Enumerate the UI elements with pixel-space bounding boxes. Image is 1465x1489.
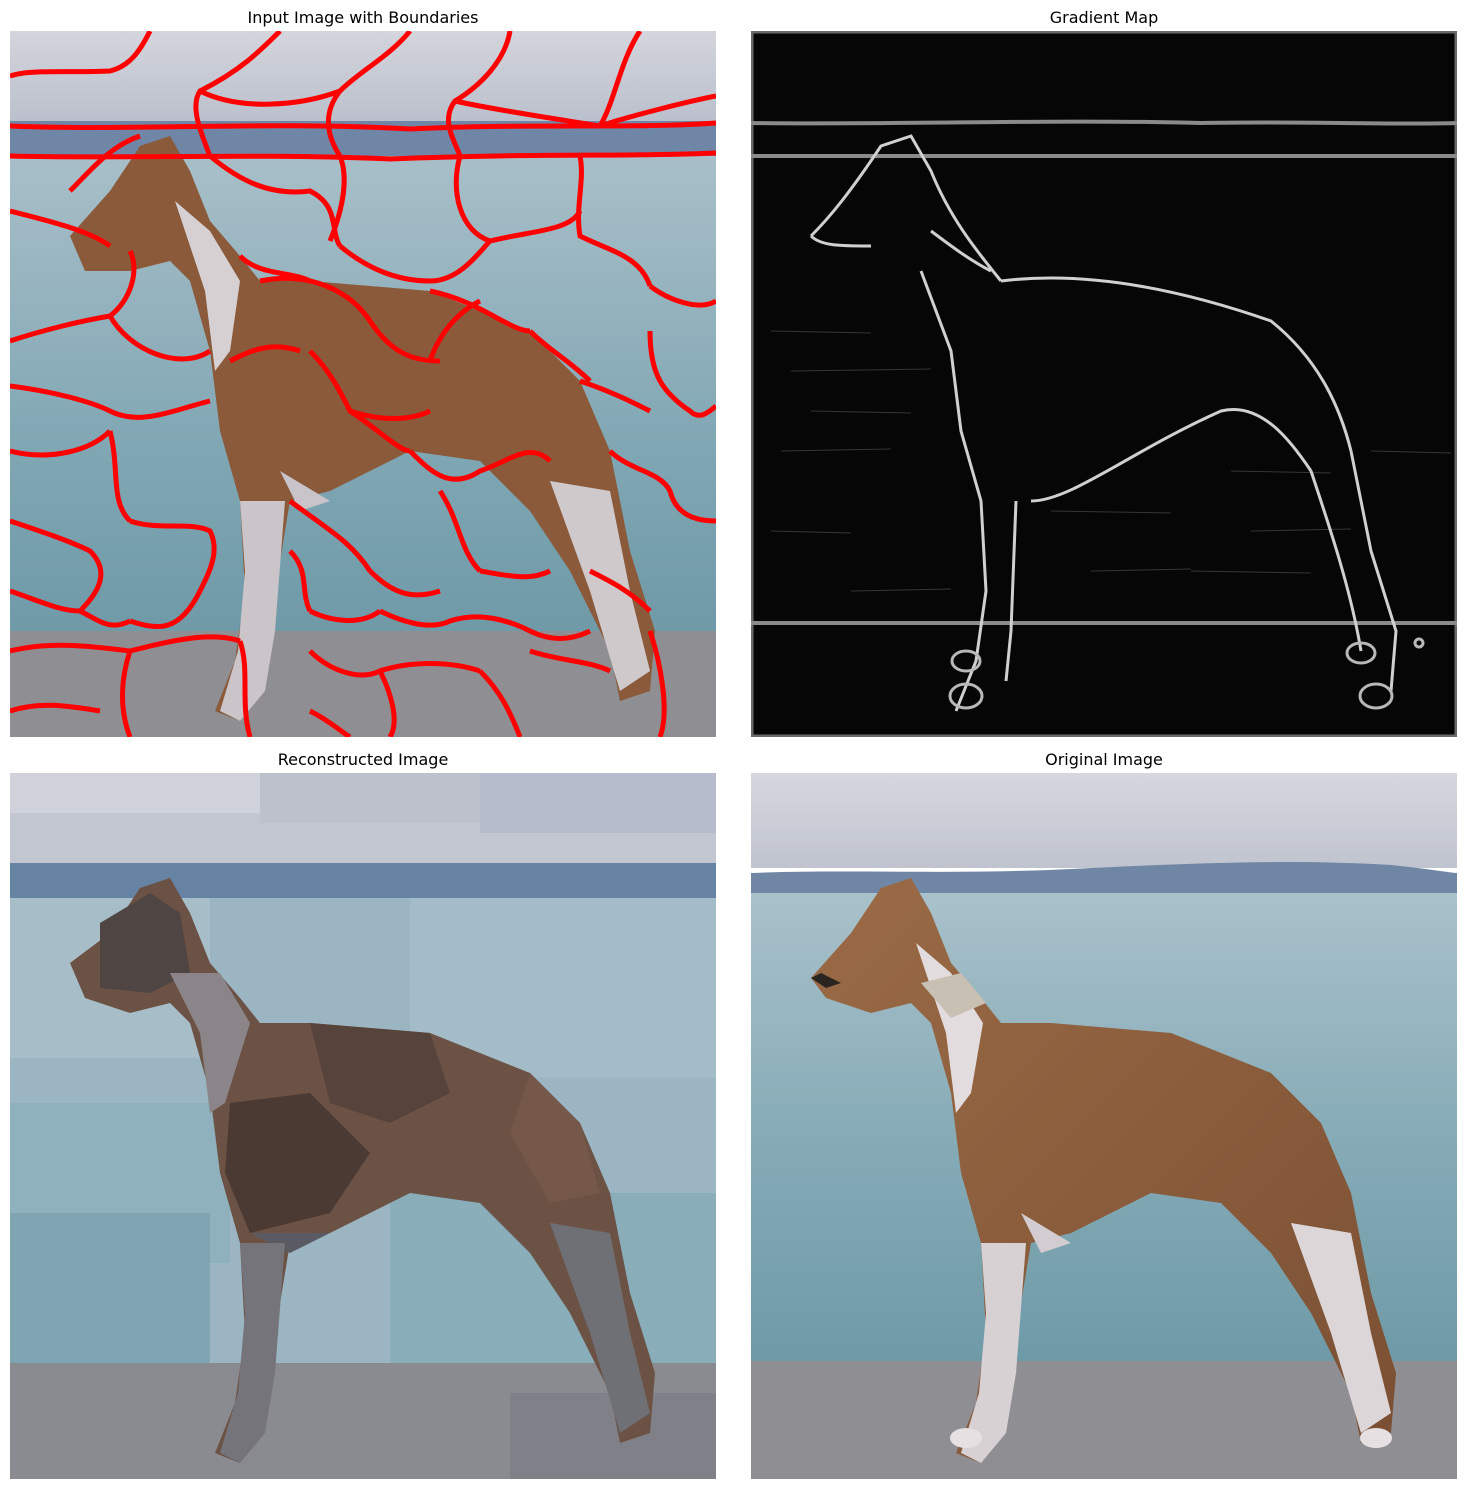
dog-figure — [70, 136, 655, 721]
horizon-edges — [751, 119, 1457, 625]
gradient-map-svg — [751, 31, 1457, 737]
original-image — [751, 773, 1457, 1479]
reconstructed-image-svg — [10, 773, 716, 1479]
dog-edges — [809, 134, 1398, 712]
panel-title-original: Original Image — [1045, 750, 1163, 769]
panel-title-reconstructed: Reconstructed Image — [277, 750, 449, 769]
gradient-map — [751, 31, 1457, 737]
reconstructed-image — [10, 773, 716, 1479]
input-image-svg — [10, 31, 716, 737]
paw-edges — [948, 637, 1425, 710]
original-dog — [811, 878, 1396, 1463]
panel-title-gradient-map: Gradient Map — [1049, 8, 1159, 27]
sky-region — [10, 31, 716, 126]
input-image-with-boundaries — [10, 31, 716, 737]
panel-title-input-boundaries: Input Image with Boundaries — [247, 8, 479, 27]
original-image-svg — [751, 773, 1457, 1479]
reconstructed-dog — [70, 878, 655, 1463]
gradient-noise — [770, 330, 1452, 592]
superpixel-boundaries — [10, 31, 716, 737]
